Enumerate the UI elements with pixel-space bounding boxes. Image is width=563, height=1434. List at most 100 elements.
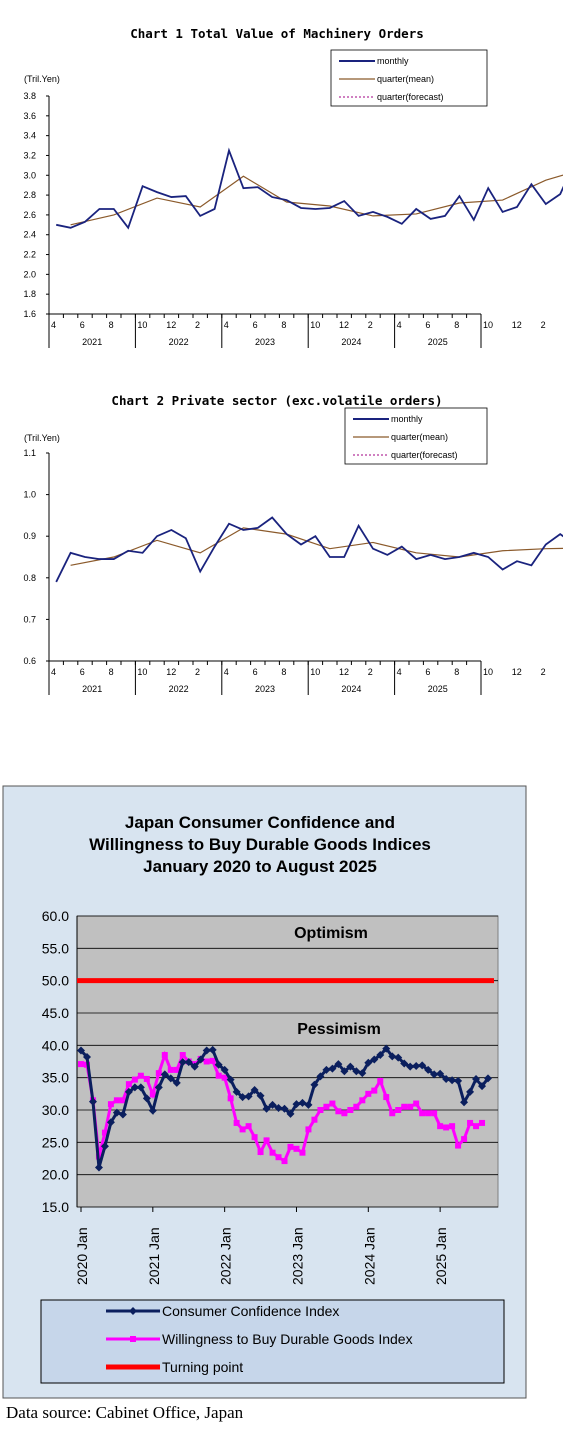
durable-goods-point bbox=[377, 1077, 384, 1084]
x-year-label: 2023 bbox=[255, 337, 275, 347]
durable-goods-point bbox=[143, 1075, 150, 1082]
y-tick-label: 2.2 bbox=[23, 250, 36, 260]
consumer-confidence-point bbox=[358, 1069, 367, 1078]
consumer-confidence-point bbox=[472, 1074, 481, 1083]
consumer-confidence-point bbox=[214, 1060, 223, 1069]
x-month-label: 8 bbox=[109, 667, 114, 677]
y-tick-label: 0.9 bbox=[23, 531, 36, 541]
legend-marker-cci bbox=[129, 1307, 137, 1315]
optimism-label: Optimism bbox=[294, 925, 368, 942]
legend-label: monthly bbox=[377, 56, 409, 66]
quarter-mean-line bbox=[70, 174, 563, 226]
durable-goods-point bbox=[203, 1058, 210, 1065]
durable-goods-point bbox=[389, 1110, 396, 1117]
consumer-confidence-point bbox=[304, 1100, 313, 1109]
durable-goods-point bbox=[353, 1103, 360, 1110]
x-month-label: 2 bbox=[195, 320, 200, 330]
durable-goods-point bbox=[227, 1095, 234, 1102]
x-month-label: 2 bbox=[368, 320, 373, 330]
durable-goods-point bbox=[161, 1052, 168, 1059]
consumer-confidence-point bbox=[478, 1082, 487, 1091]
consumer-confidence-point bbox=[328, 1064, 337, 1073]
x-year-label: 2021 bbox=[82, 337, 102, 347]
durable-goods-point bbox=[257, 1149, 264, 1156]
consumer-confidence-point bbox=[382, 1044, 391, 1053]
consumer-confidence-point bbox=[448, 1076, 457, 1085]
x-year-label: 2021 bbox=[82, 684, 102, 694]
durable-goods-point bbox=[245, 1123, 252, 1130]
x-month-label: 6 bbox=[425, 667, 430, 677]
x-tick-label: 2022 Jan bbox=[218, 1227, 234, 1285]
consumer-confidence-point bbox=[136, 1083, 145, 1092]
y-tick-label: 3.4 bbox=[23, 131, 36, 141]
durable-goods-point bbox=[335, 1108, 342, 1115]
durable-goods-point bbox=[179, 1052, 186, 1059]
y-tick-label: 50.0 bbox=[42, 973, 69, 989]
consumer-confidence-point bbox=[130, 1083, 139, 1092]
durable-goods-point bbox=[443, 1124, 450, 1131]
consumer-confidence-point bbox=[172, 1078, 181, 1087]
consumer-confidence-point bbox=[388, 1052, 397, 1061]
consumer-confidence-point bbox=[436, 1069, 445, 1078]
x-month-label: 8 bbox=[454, 320, 459, 330]
y-tick-label: 0.8 bbox=[23, 573, 36, 583]
consumer-confidence-point bbox=[208, 1045, 217, 1054]
consumer-confidence-point bbox=[418, 1061, 427, 1070]
durable-goods-point bbox=[119, 1097, 126, 1104]
consumer-confidence-point bbox=[298, 1098, 307, 1107]
durable-goods-point bbox=[101, 1129, 108, 1136]
durable-goods-point bbox=[215, 1072, 222, 1079]
x-month-label: 12 bbox=[166, 667, 176, 677]
consumer-confidence-point bbox=[94, 1163, 103, 1172]
x-tick-label: 2020 Jan bbox=[74, 1227, 90, 1285]
y-tick-label: 3.0 bbox=[23, 170, 36, 180]
consumer-confidence-point bbox=[286, 1109, 295, 1118]
consumer-confidence-point bbox=[244, 1092, 253, 1101]
y-tick-label: 1.6 bbox=[23, 309, 36, 319]
consumer-confidence-point bbox=[190, 1062, 199, 1071]
chart-title: Chart 1 Total Value of Machinery Orders bbox=[130, 26, 424, 41]
y-tick-label: 20.0 bbox=[42, 1167, 69, 1183]
x-tick-label: 2025 Jan bbox=[433, 1227, 449, 1285]
consumer-confidence-point bbox=[184, 1058, 193, 1067]
durable-goods-point bbox=[78, 1061, 84, 1068]
x-month-label: 10 bbox=[137, 320, 147, 330]
consumer-confidence-point bbox=[400, 1059, 409, 1068]
consumer-confidence-point bbox=[100, 1142, 109, 1151]
durable-goods-point bbox=[323, 1103, 330, 1110]
consumer-confidence-point bbox=[77, 1046, 85, 1055]
consumer-confidence-point bbox=[364, 1058, 373, 1067]
consumer-confidence-point bbox=[424, 1065, 433, 1074]
y-tick-label: 2.4 bbox=[23, 230, 36, 240]
x-month-label: 12 bbox=[512, 320, 522, 330]
y-axis-unit: (Tril.Yen) bbox=[24, 74, 60, 84]
x-month-label: 8 bbox=[281, 667, 286, 677]
durable-goods-point bbox=[311, 1116, 318, 1123]
durable-goods-point bbox=[359, 1097, 366, 1104]
consumer-confidence-point bbox=[112, 1108, 121, 1117]
durable-goods-point bbox=[413, 1100, 420, 1107]
x-month-label: 4 bbox=[224, 320, 229, 330]
durable-goods-point bbox=[107, 1101, 114, 1108]
legend-box bbox=[344, 407, 488, 465]
consumer-confidence-point bbox=[352, 1067, 361, 1076]
legend-label: quarter(mean) bbox=[391, 432, 448, 442]
y-tick-label: 15.0 bbox=[42, 1199, 69, 1215]
x-month-label: 8 bbox=[281, 320, 286, 330]
durable-goods-point bbox=[233, 1119, 240, 1126]
consumer-confidence-point bbox=[340, 1067, 349, 1076]
y-tick-label: 40.0 bbox=[42, 1037, 69, 1053]
durable-goods-point bbox=[395, 1107, 402, 1113]
consumer-confidence-point bbox=[334, 1060, 343, 1069]
consumer-confidence-point bbox=[178, 1058, 187, 1067]
chart-title: Chart 2 Private sector (exc.volatile ord… bbox=[111, 393, 442, 408]
durable-goods-point bbox=[437, 1123, 444, 1130]
x-month-label: 2 bbox=[541, 320, 546, 330]
consumer-confidence-point bbox=[454, 1076, 463, 1085]
private-sector-chart: Chart 2 Private sector (exc.volatile ord… bbox=[23, 393, 563, 695]
consumer-confidence-point bbox=[346, 1062, 355, 1071]
legend-label: Consumer Confidence Index bbox=[162, 1303, 339, 1319]
durable-goods-point bbox=[461, 1136, 468, 1143]
x-month-label: 12 bbox=[339, 667, 349, 677]
x-tick-label: 2021 Jan bbox=[146, 1227, 162, 1285]
